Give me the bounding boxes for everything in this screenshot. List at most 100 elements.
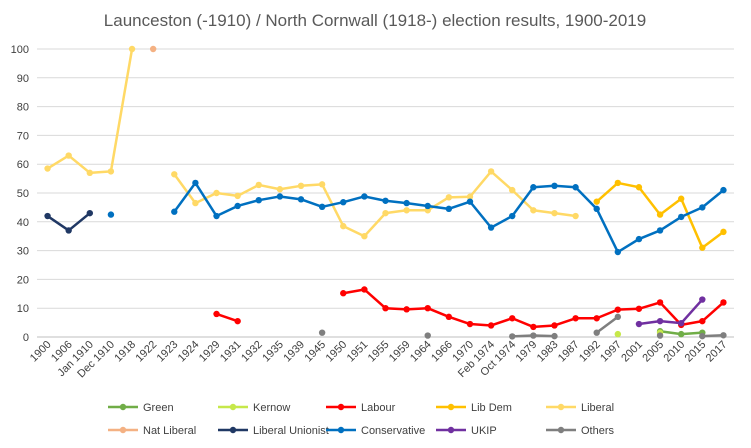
y-tick-label: 40 (17, 217, 29, 229)
data-point-liberal (445, 194, 453, 201)
x-tick-label: 1932 (239, 339, 265, 365)
legend-item-liberal: Liberal (546, 402, 614, 414)
data-point-conservative (551, 182, 558, 189)
x-tick-label: 1955 (366, 339, 392, 365)
series-line-liberal (46, 48, 134, 175)
x-tick-label: 1918 (112, 339, 138, 365)
legend-marker (557, 426, 565, 434)
x-tick-label: 2010 (662, 339, 688, 365)
data-point-conservative (635, 235, 643, 243)
legend-label: UKIP (471, 425, 497, 437)
legend-marker (447, 426, 455, 434)
data-point-nat-liberal (149, 45, 157, 53)
data-point-others (656, 332, 664, 339)
data-point-labour (382, 305, 389, 312)
data-point-conservative (361, 193, 368, 200)
legend-marker (557, 403, 565, 411)
series-liberal-unionist (44, 209, 94, 234)
data-point-ukip (635, 320, 643, 328)
legend-marker (229, 426, 237, 434)
data-point-conservative (318, 203, 326, 211)
data-point-liberal (128, 45, 136, 53)
series-labour (213, 286, 727, 331)
x-tick-label: 1979 (514, 339, 540, 365)
data-point-conservative (720, 186, 727, 194)
y-tick-label: 20 (17, 274, 29, 286)
chart-title: Launceston (-1910) / North Cornwall (191… (104, 11, 646, 30)
data-point-lib-dem (593, 198, 600, 205)
y-tick-label: 80 (17, 102, 29, 114)
data-point-liberal (509, 186, 516, 194)
data-point-kernow (614, 330, 622, 338)
data-point-labour (530, 323, 537, 331)
legend-item-kernow: Kernow (218, 402, 290, 414)
data-point-liberal (44, 165, 51, 172)
legend-label: Lib Dem (471, 402, 512, 414)
data-point-labour (213, 310, 220, 318)
data-point-liberal-unionist (86, 209, 94, 217)
data-point-liberal (192, 199, 199, 207)
data-point-liberal (86, 169, 94, 177)
data-point-ukip (677, 319, 685, 327)
data-point-others (509, 333, 516, 340)
series-green (656, 328, 706, 338)
series-liberal (44, 45, 579, 240)
data-point-liberal (65, 152, 72, 159)
data-point-others (551, 332, 558, 340)
data-point-liberal (340, 222, 347, 230)
x-tick-label: 1964 (408, 339, 434, 365)
data-point-conservative (677, 213, 685, 221)
y-axis-tick-labels: 0 10 20 30 40 50 60 70 80 90 100 (11, 44, 29, 344)
legend-marker (447, 403, 455, 411)
data-point-conservative (509, 212, 516, 220)
y-tick-label: 0 (23, 332, 29, 344)
legend-marker (337, 426, 345, 434)
x-tick-label: 1923 (155, 339, 181, 365)
series-line-labour (216, 312, 239, 323)
x-tick-label: 1959 (387, 339, 413, 365)
x-tick-label: 1987 (556, 339, 582, 365)
data-point-others (614, 313, 622, 321)
y-tick-label: 70 (17, 130, 29, 142)
x-tick-label: 1929 (197, 339, 223, 365)
data-point-conservative (192, 179, 199, 187)
data-point-liberal (171, 171, 178, 178)
legend-label: Liberal Unionist (253, 425, 329, 437)
data-point-conservative (466, 198, 474, 205)
legend-label: Others (581, 425, 615, 437)
x-tick-label: 1931 (218, 339, 244, 365)
legend-label: Liberal (581, 402, 614, 414)
data-point-green (677, 330, 685, 338)
data-point-conservative (593, 205, 600, 213)
data-point-lib-dem (699, 244, 706, 251)
data-point-liberal (213, 189, 220, 197)
x-tick-label: 1966 (429, 339, 455, 365)
series-line-others (595, 315, 619, 334)
data-point-labour (551, 322, 558, 329)
data-point-liberal-unionist (65, 227, 72, 234)
data-point-labour (234, 317, 241, 325)
y-tick-label: 30 (17, 246, 29, 258)
data-point-labour (403, 306, 410, 313)
legend-item-green: Green (108, 402, 174, 414)
series-conservative (107, 179, 727, 256)
series-line-others (702, 334, 724, 338)
data-point-labour (635, 305, 643, 312)
x-tick-label: 2015 (683, 339, 709, 365)
data-point-labour (593, 315, 600, 322)
series-line-ukip (638, 298, 704, 326)
legend-label: Kernow (253, 402, 290, 414)
data-point-liberal (107, 168, 115, 175)
data-point-others (720, 332, 727, 339)
legend-item-labour: Labour (326, 402, 396, 414)
data-point-liberal (551, 209, 558, 217)
x-tick-label: 1997 (598, 339, 624, 365)
y-tick-label: 100 (11, 44, 29, 56)
series-ukip (635, 296, 706, 328)
x-tick-label: 1924 (176, 339, 202, 365)
legend-marker (229, 403, 237, 411)
data-point-liberal (318, 181, 326, 188)
